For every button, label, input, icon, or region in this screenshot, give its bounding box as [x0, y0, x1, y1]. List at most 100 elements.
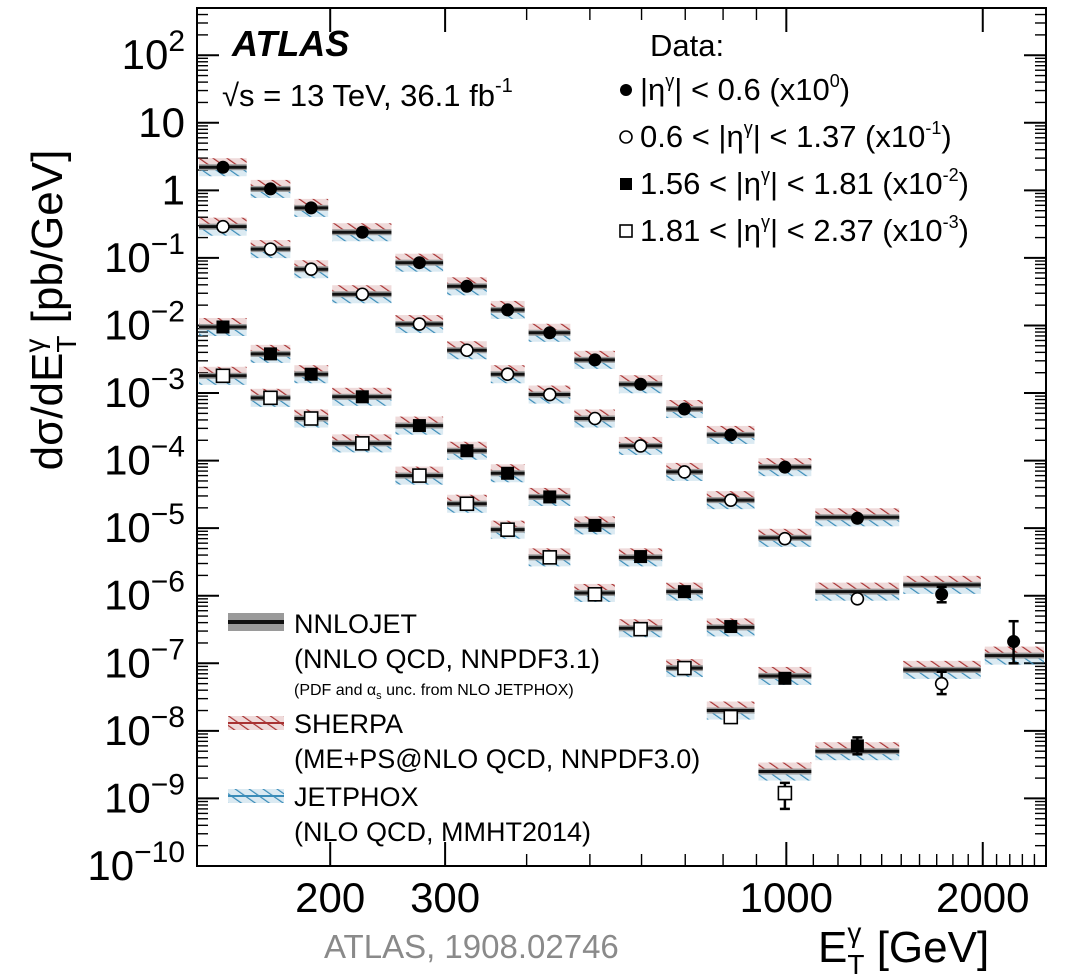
data-point: [633, 621, 648, 637]
data-point: [677, 465, 692, 479]
data-point: [412, 419, 426, 433]
data-point: [303, 411, 319, 426]
nnlojet-note: (PDF and αs unc. from NLO JETPHOX): [294, 682, 574, 702]
data-point: [412, 256, 426, 270]
data-point: [355, 436, 370, 451]
data-point: [500, 522, 515, 537]
energy-label: √s = 13 TeV, 36.1 fb-1: [222, 75, 513, 113]
data-point: [543, 326, 557, 340]
legend-group: ATLAS √s = 13 TeV, 36.1 fb-1 Data: |ηγ| < 0…: [222, 23, 969, 847]
data-point: [216, 320, 230, 334]
data-point: [263, 242, 278, 256]
data-point: [934, 676, 949, 691]
data-point: [215, 368, 231, 384]
data-point: [501, 466, 515, 480]
experiment-label: ATLAS: [231, 23, 349, 64]
data-point: [588, 411, 602, 426]
sherpa-detail: (ME+PS@NLO QCD, NNPDF3.0): [294, 744, 700, 774]
data-point: [542, 550, 558, 565]
plot-frame-group: [196, 7, 1047, 867]
legend-marker: [620, 84, 632, 96]
data-point: [304, 262, 318, 277]
data-point: [543, 490, 557, 504]
legend-marker: [620, 178, 632, 190]
sherpa-band: [903, 575, 981, 583]
data-point: [777, 785, 793, 801]
data-point: [723, 709, 739, 725]
data-point: [1007, 635, 1021, 649]
y-tick-label: 10−10: [87, 836, 185, 889]
y-tick-label: 10−3: [104, 363, 185, 416]
legend-entry: 1.81 < |ηγ| < 2.37 (x10-3): [640, 212, 969, 248]
plot-frame: [196, 7, 1047, 867]
data-point: [355, 225, 369, 239]
legend-entry: 0.6 < |ηγ| < 1.37 (x10-1): [640, 118, 952, 154]
data-point: [778, 671, 792, 685]
nnlojet-detail: (NNLO QCD, NNPDF3.1): [294, 644, 600, 674]
data-point: [263, 390, 278, 406]
sherpa-band: [903, 660, 981, 668]
y-tick-label: 10−9: [104, 768, 185, 821]
data-point: [216, 160, 230, 174]
data-point: [501, 303, 515, 317]
data-point: [588, 518, 602, 532]
data-point: [850, 592, 865, 606]
data-point: [460, 343, 474, 358]
y-tick-label: 10−2: [104, 295, 185, 348]
x-tick-label: 1000: [740, 874, 833, 921]
legend-marker: [619, 224, 633, 238]
sherpa-band: [758, 666, 812, 674]
y-axis-title: dσ/dEγT [pb/GeV]: [19, 150, 82, 471]
data-point: [724, 428, 738, 442]
data-point: [778, 460, 792, 474]
data-point: [850, 739, 864, 753]
nnlojet-name: NNLOJET: [294, 609, 417, 639]
data-point: [634, 377, 648, 391]
data-legend-title: Data:: [650, 28, 724, 63]
data-point: [355, 390, 369, 404]
data-point: [304, 201, 318, 215]
legend-marker: [619, 130, 633, 144]
data-point: [412, 468, 427, 483]
data-point: [723, 493, 738, 507]
y-tick-label: 10−5: [104, 498, 185, 551]
data-point: [500, 367, 515, 382]
data-point: [850, 511, 864, 525]
sherpa-band: [758, 762, 812, 770]
y-tick-label: 10−1: [104, 228, 185, 281]
data-point: [677, 402, 691, 416]
y-tick-label: 10: [138, 99, 185, 146]
data-point: [778, 531, 792, 546]
x-tick-label: 300: [410, 874, 480, 921]
data-point: [587, 587, 603, 602]
legend-entry: |ηγ| < 0.6 (x100): [640, 71, 850, 107]
x-tick-label: 200: [295, 874, 365, 921]
jetphox-name: JETPHOX: [294, 782, 419, 812]
citation-label: ATLAS, 1908.02746: [324, 928, 619, 965]
data-point: [588, 353, 602, 367]
data-point: [263, 347, 277, 361]
y-tick-label: 10−7: [104, 633, 185, 686]
axes-labels-group: 102 10 1 10−1 10−2 10−3 10−4 10−5 10−6 10−7 10−8 10…: [19, 25, 1029, 980]
y-tick-label: 102: [122, 25, 185, 78]
data-point: [412, 317, 427, 331]
data-point: [935, 587, 949, 601]
y-tick-label: 1: [162, 166, 185, 213]
jetphox-band: [758, 773, 812, 781]
data-point: [355, 287, 370, 302]
data-point: [216, 219, 230, 234]
jetphox-band: [815, 753, 900, 761]
x-tick-label: 2000: [936, 874, 1029, 921]
data-point: [634, 550, 648, 564]
x-axis-title: Eγ T [GeV]: [818, 917, 989, 980]
data-point: [633, 439, 648, 453]
data-point: [304, 367, 318, 381]
data-point: [263, 182, 277, 196]
sherpa-band: [706, 701, 755, 709]
y-tick-label: 10−6: [104, 566, 185, 619]
sherpa-name: SHERPA: [294, 709, 403, 739]
legend-entry: 1.56 < |ηγ| < 1.81 (x10-2): [640, 165, 969, 201]
data-point: [459, 496, 475, 512]
sherpa-band: [815, 508, 900, 516]
